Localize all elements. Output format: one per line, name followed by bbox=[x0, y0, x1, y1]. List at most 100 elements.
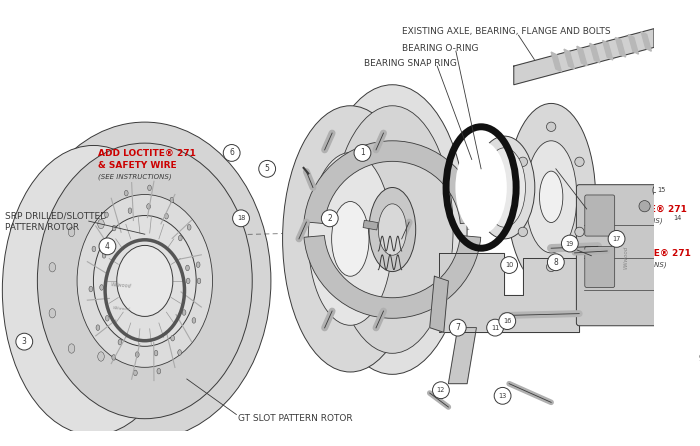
Ellipse shape bbox=[128, 208, 132, 214]
Circle shape bbox=[499, 313, 516, 330]
Ellipse shape bbox=[49, 309, 55, 318]
Text: 7: 7 bbox=[455, 323, 460, 332]
FancyBboxPatch shape bbox=[694, 195, 700, 311]
Text: 11: 11 bbox=[491, 325, 499, 330]
Circle shape bbox=[518, 227, 528, 236]
Text: Wilwood: Wilwood bbox=[113, 306, 130, 312]
Bar bbox=[363, 220, 378, 230]
Text: Wilwood: Wilwood bbox=[624, 246, 629, 269]
Ellipse shape bbox=[332, 202, 369, 276]
Circle shape bbox=[547, 122, 556, 132]
Polygon shape bbox=[615, 37, 626, 57]
Circle shape bbox=[500, 256, 517, 273]
Circle shape bbox=[669, 210, 686, 227]
Text: 13: 13 bbox=[498, 393, 507, 399]
Text: 15: 15 bbox=[657, 187, 666, 193]
Ellipse shape bbox=[2, 145, 185, 435]
Ellipse shape bbox=[19, 122, 271, 440]
Text: 3: 3 bbox=[22, 337, 27, 346]
Text: 18: 18 bbox=[237, 215, 245, 221]
Text: 9: 9 bbox=[698, 354, 700, 363]
Text: & SAFETY WIRE: & SAFETY WIRE bbox=[98, 161, 176, 169]
Circle shape bbox=[547, 254, 564, 271]
Wedge shape bbox=[304, 235, 481, 318]
Ellipse shape bbox=[104, 212, 108, 218]
Polygon shape bbox=[439, 253, 579, 332]
Circle shape bbox=[494, 388, 511, 404]
Ellipse shape bbox=[308, 153, 393, 325]
Ellipse shape bbox=[49, 263, 55, 272]
Ellipse shape bbox=[318, 85, 467, 374]
Text: Wilwood: Wilwood bbox=[111, 282, 132, 289]
Circle shape bbox=[608, 231, 625, 247]
Text: 8: 8 bbox=[554, 258, 558, 267]
Ellipse shape bbox=[186, 265, 190, 271]
Text: 6: 6 bbox=[229, 149, 234, 157]
Ellipse shape bbox=[192, 318, 196, 323]
Polygon shape bbox=[514, 29, 654, 85]
Circle shape bbox=[486, 319, 503, 336]
Text: ADD LOCTITE® 271: ADD LOCTITE® 271 bbox=[593, 248, 691, 257]
Text: BEARING SNAP RING: BEARING SNAP RING bbox=[364, 59, 457, 68]
Wedge shape bbox=[304, 141, 481, 223]
Ellipse shape bbox=[164, 213, 168, 219]
Ellipse shape bbox=[186, 278, 190, 284]
Text: 2: 2 bbox=[328, 214, 332, 223]
Ellipse shape bbox=[369, 187, 416, 272]
Ellipse shape bbox=[196, 262, 200, 268]
FancyBboxPatch shape bbox=[668, 186, 696, 315]
Text: ADD LOCTITE® 271: ADD LOCTITE® 271 bbox=[98, 149, 196, 157]
Ellipse shape bbox=[147, 204, 150, 209]
Ellipse shape bbox=[77, 194, 213, 368]
FancyBboxPatch shape bbox=[669, 196, 684, 305]
Text: 12: 12 bbox=[437, 387, 445, 393]
Polygon shape bbox=[641, 32, 652, 51]
Ellipse shape bbox=[125, 190, 128, 196]
Ellipse shape bbox=[157, 368, 161, 374]
Text: 5: 5 bbox=[265, 164, 270, 173]
Ellipse shape bbox=[540, 171, 563, 223]
Ellipse shape bbox=[456, 141, 507, 234]
Ellipse shape bbox=[507, 103, 596, 290]
Text: 19: 19 bbox=[566, 240, 574, 247]
Circle shape bbox=[232, 210, 249, 227]
Text: PATTERN ROTOR: PATTERN ROTOR bbox=[5, 223, 79, 232]
Ellipse shape bbox=[118, 339, 122, 345]
Ellipse shape bbox=[188, 224, 191, 230]
Ellipse shape bbox=[117, 245, 173, 316]
Text: BEARING O-RING: BEARING O-RING bbox=[402, 44, 478, 53]
Ellipse shape bbox=[134, 285, 141, 295]
Ellipse shape bbox=[102, 252, 106, 258]
Polygon shape bbox=[430, 276, 449, 332]
Text: 1: 1 bbox=[360, 149, 365, 157]
Text: (SEE INSTRUCTIONS): (SEE INSTRUCTIONS) bbox=[589, 218, 662, 224]
Circle shape bbox=[259, 161, 276, 177]
Ellipse shape bbox=[197, 278, 201, 284]
Ellipse shape bbox=[154, 350, 158, 356]
Circle shape bbox=[653, 182, 670, 199]
Ellipse shape bbox=[182, 310, 186, 315]
Ellipse shape bbox=[112, 355, 116, 360]
Ellipse shape bbox=[484, 148, 526, 227]
Text: ADD LOCTITE® 271: ADD LOCTITE® 271 bbox=[589, 204, 687, 214]
FancyBboxPatch shape bbox=[584, 195, 615, 236]
Ellipse shape bbox=[98, 219, 104, 229]
Ellipse shape bbox=[89, 286, 92, 292]
Ellipse shape bbox=[69, 227, 75, 237]
Ellipse shape bbox=[178, 350, 181, 355]
Circle shape bbox=[575, 157, 584, 166]
Text: GT SLOT PATTERN ROTOR: GT SLOT PATTERN ROTOR bbox=[238, 414, 353, 423]
Circle shape bbox=[561, 235, 578, 252]
Ellipse shape bbox=[93, 215, 196, 346]
FancyBboxPatch shape bbox=[576, 185, 671, 326]
Ellipse shape bbox=[178, 235, 182, 241]
Polygon shape bbox=[449, 328, 477, 384]
Circle shape bbox=[99, 238, 116, 255]
Ellipse shape bbox=[134, 370, 137, 376]
Text: (SEE INSTRUCTIONS): (SEE INSTRUCTIONS) bbox=[593, 262, 667, 268]
Ellipse shape bbox=[148, 185, 151, 190]
Ellipse shape bbox=[37, 143, 252, 419]
Ellipse shape bbox=[99, 285, 104, 290]
Text: 4: 4 bbox=[105, 242, 110, 251]
Text: 14: 14 bbox=[673, 215, 682, 221]
